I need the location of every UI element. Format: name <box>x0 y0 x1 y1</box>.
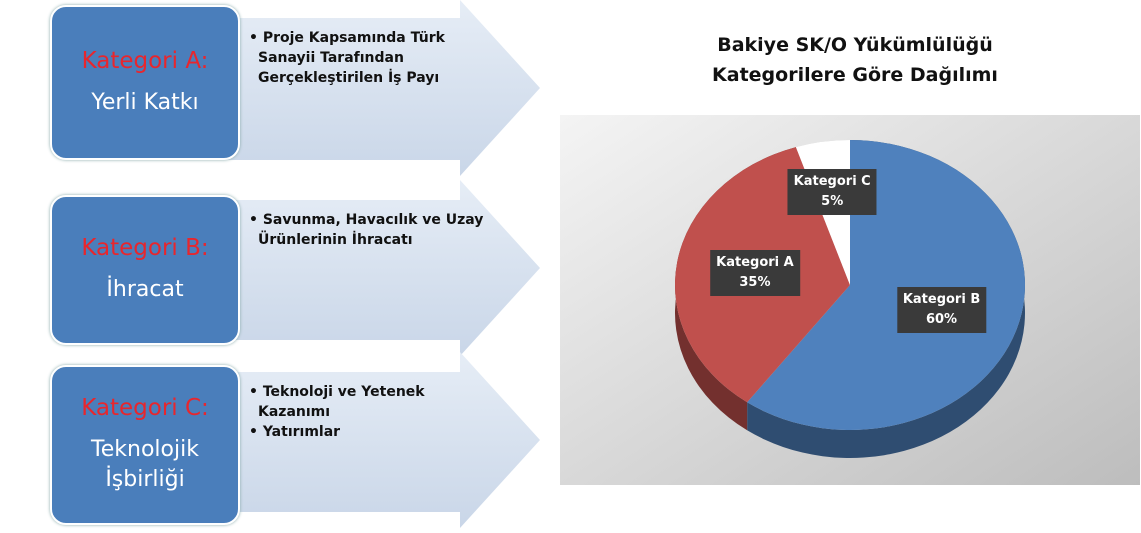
bullet: Teknoloji ve Yetenek Kazanımı <box>248 382 488 422</box>
category-subtitle: Yerli Katkı <box>91 89 199 115</box>
bullet-list: Savunma, Havacılık ve Uzay Ürünlerinin İ… <box>248 210 488 250</box>
arrow <box>200 0 540 176</box>
pie-side <box>747 140 1026 458</box>
category-title: Kategori A: <box>81 47 209 74</box>
bullet: Proje Kapsamında Türk Sanayii Tarafından… <box>248 28 488 88</box>
pie-label-value: 35% <box>739 274 771 290</box>
arrow <box>200 180 540 356</box>
pie-label-value: 60% <box>925 311 958 327</box>
pie-slice <box>747 140 1026 430</box>
pie-label-name: Kategori B <box>902 291 981 307</box>
bullet: Yatırımlar <box>248 422 488 442</box>
category-subtitle: İhracat <box>106 277 184 302</box>
category-title: Kategori C: <box>81 395 209 421</box>
bullet-list: Teknoloji ve Yetenek KazanımıYatırımlar <box>248 382 488 442</box>
pie-label-name: Kategori A <box>716 254 794 270</box>
pie-label: Kategori B 60% <box>896 286 987 333</box>
chart-title: Bakiye SK/O Yükümlülüğü Kategorilere Gör… <box>712 34 998 86</box>
category-subtitle: Teknolojik İşbirliği <box>91 437 199 492</box>
bullet-list: Proje Kapsamında Türk Sanayii Tarafından… <box>248 28 488 88</box>
category-title: Kategori B: <box>81 235 209 261</box>
category-box: Kategori A: Yerli Katkı <box>50 5 240 160</box>
bullet: Savunma, Havacılık ve Uzay Ürünlerinin İ… <box>248 210 488 250</box>
category-box: Kategori C: Teknolojik İşbirliği <box>50 365 240 525</box>
pie-label: Kategori A 35% <box>710 249 800 296</box>
pie-label: Kategori C 5% <box>787 168 877 215</box>
pie-label-value: 5% <box>821 193 844 209</box>
category-box: Kategori B: İhracat <box>50 195 240 345</box>
pie-label-name: Kategori C <box>793 173 871 189</box>
